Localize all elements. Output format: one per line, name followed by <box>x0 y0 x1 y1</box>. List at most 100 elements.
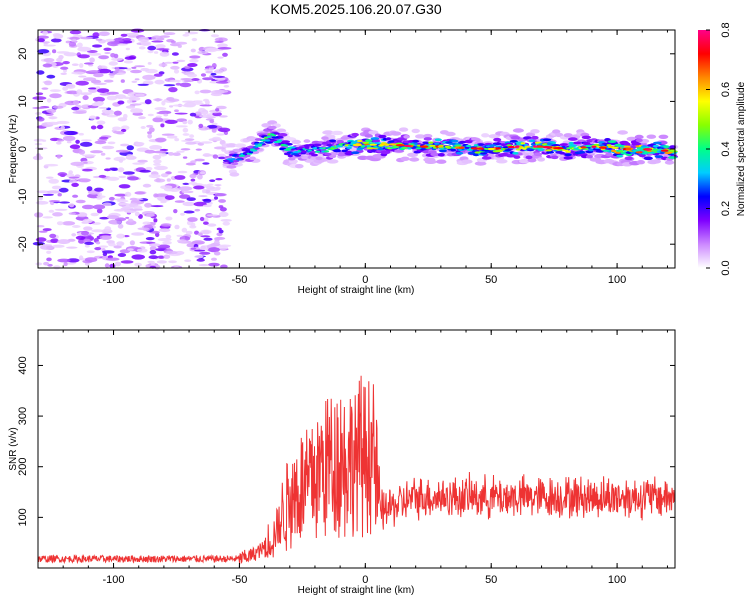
spectrogram-noise-cell <box>96 208 103 214</box>
spectrogram-ridge-cell <box>670 150 678 153</box>
spectrogram-noise-cell <box>200 141 213 144</box>
spectrogram-noise-cell <box>113 130 124 134</box>
spectrogram-noise-cell <box>142 221 151 225</box>
spectrogram-ridge-cell <box>326 143 333 147</box>
spectrogram-noise-cell <box>75 235 86 240</box>
snr-ticks: -100 -50 0 50 100 100 200 300 400 <box>17 330 675 586</box>
spectrogram-ridge-cell <box>588 148 594 152</box>
spectrogram-noise-cell <box>104 52 111 54</box>
snr-xtick-label: -50 <box>231 574 247 586</box>
spectrogram-ridge-cell <box>250 149 258 152</box>
spectrogram-ridge-cell <box>564 153 572 157</box>
spectrogram-noise-cell <box>180 235 185 240</box>
spectrogram-noise-cell <box>83 62 94 65</box>
spectrogram-noise-cell <box>62 61 70 65</box>
spectrogram-noise-cell <box>157 255 165 259</box>
spectrogram-noise-cell <box>209 75 214 78</box>
spectrogram-noise-cell <box>163 254 171 259</box>
spectrogram-ridge-cell <box>643 156 653 161</box>
spectrogram-noise-cell <box>124 56 136 60</box>
spectrogram-noise-cell <box>157 244 171 249</box>
spectrogram-noise-cell <box>175 82 182 86</box>
spectrogram-noise-cell <box>106 176 120 181</box>
spectrogram-noise-cell <box>216 133 226 136</box>
spectrogram-noise-cell <box>183 80 194 82</box>
spectrogram-noise-cell <box>96 120 106 125</box>
spectrogram-ridge-cell <box>301 150 307 153</box>
spectrogram-noise-cell <box>130 28 145 33</box>
spectrogram-noise-cell <box>72 111 87 114</box>
spectrogram-noise-cell <box>102 250 115 254</box>
spectrogram-noise-cell <box>218 115 228 118</box>
spectrogram-noise-cell <box>38 230 48 233</box>
spectrogram-peak-cell <box>645 148 652 151</box>
spectrogram-noise-cell <box>135 93 145 97</box>
spectrogram-ridge-cell <box>635 151 643 154</box>
spectrogram-peak-cell <box>598 146 607 149</box>
spectrogram-ridge-cell <box>545 149 552 152</box>
spectrogram-noise-cell <box>50 238 59 243</box>
spectrogram-noise-cell <box>196 258 205 262</box>
spectrogram-noise-cell <box>153 165 168 171</box>
spectrogram-ridge-cell <box>234 143 247 148</box>
spectrogram-peak-cell <box>477 147 485 150</box>
spectrogram-noise-cell <box>142 74 156 80</box>
spectrogram-ridge-cell <box>646 134 657 139</box>
spectrogram-noise-cell <box>99 216 110 220</box>
spectrogram-noise-cell <box>126 154 134 159</box>
colorbar-tick-label: 0.0 <box>720 260 732 275</box>
spectrogram-noise-cell <box>72 194 79 198</box>
spectrogram-ridge-cell <box>520 142 526 145</box>
snr-xtick-label: 0 <box>362 574 368 586</box>
spectrogram-noise-cell <box>68 203 75 208</box>
spectrogram-ridge-cell <box>512 128 525 133</box>
spectrogram-ytick-label: 0 <box>17 146 29 152</box>
spectrogram-noise-cell <box>158 63 168 67</box>
spectrogram-noise-cell <box>176 234 183 237</box>
spectrogram-noise-cell <box>137 227 150 231</box>
spectrogram-noise-cell <box>127 248 134 251</box>
spectrogram-noise-cell <box>182 182 190 185</box>
spectrogram-noise-cell <box>155 137 167 143</box>
spectrogram-ridge-cell <box>428 144 436 147</box>
spectrogram-ridge-cell <box>516 148 521 151</box>
spectrogram-noise-cell <box>144 149 156 154</box>
spectrogram-noise-cell <box>194 158 205 162</box>
spectrogram-noise-cell <box>103 79 114 83</box>
spectrogram-noise-cell <box>56 141 62 145</box>
spectrogram-ridge-cell <box>445 131 456 137</box>
spectrogram-noise-cell <box>202 77 214 81</box>
spectrogram-ridge-cell <box>481 156 492 160</box>
spectrogram-noise-cell <box>189 134 195 138</box>
spectrogram-noise-cell <box>198 108 206 113</box>
spectrogram-noise-cell <box>137 36 150 43</box>
spectrogram-ridge-cell <box>474 138 481 142</box>
spectrogram-noise-cell <box>159 51 170 57</box>
spectrogram-noise-cell <box>205 47 218 53</box>
spectrogram-noise-cell <box>86 186 93 192</box>
spectrogram-ytick-label: -20 <box>17 236 29 252</box>
spectrogram-ridge-cell <box>474 151 481 154</box>
spectrogram-noise-cell <box>147 45 157 51</box>
spectrogram-noise-cell <box>94 140 107 145</box>
spectrogram-noise-cell <box>203 198 212 203</box>
spectrogram-xlabel: Height of straight line (km) <box>298 285 415 296</box>
spectrogram-noise-cell <box>92 32 100 37</box>
spectrogram-noise-cell <box>151 40 164 43</box>
spectrogram-ridge-cell <box>573 141 582 145</box>
spectrogram-noise-cell <box>113 198 126 201</box>
spectrogram-noise-cell <box>147 133 153 139</box>
spectrogram-noise-cell <box>97 88 110 93</box>
spectrogram-ridge-cell <box>249 156 256 161</box>
spectrogram-noise-cell <box>214 238 220 242</box>
spectrogram-noise-cell <box>210 198 216 201</box>
spectrogram-ridge-cell <box>434 138 442 142</box>
spectrogram-ridge-cell <box>331 130 343 136</box>
spectrogram-noise-cell <box>100 152 106 156</box>
spectrogram-ridge-cell <box>374 142 382 145</box>
spectrogram-peak-cell <box>542 145 551 149</box>
spectrogram-noise-cell <box>138 46 146 50</box>
spectrogram-noise-cell <box>62 86 69 91</box>
spectrogram-noise-cell <box>185 141 197 145</box>
spectrogram-noise-cell <box>88 63 94 67</box>
